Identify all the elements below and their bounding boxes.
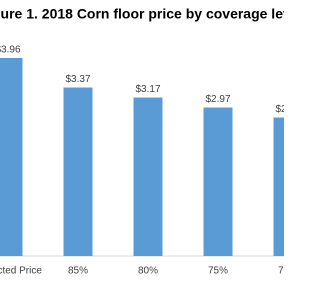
page: Figure 1. 2018 Corn floor price by cover… <box>0 6 284 277</box>
x-tick-label: 70% <box>278 266 284 277</box>
x-tick-label: 80% <box>138 266 158 277</box>
chart: Figure 1. 2018 Corn floor price by cover… <box>0 6 284 277</box>
bar <box>0 58 23 256</box>
x-tick-label: 75% <box>208 266 228 277</box>
bar <box>203 107 233 256</box>
bar <box>273 117 284 256</box>
value-label: $3.96 <box>0 45 21 56</box>
value-label: $3.37 <box>65 74 90 85</box>
value-label: $2.77 <box>275 104 284 115</box>
x-tick-label: Projected Price <box>0 266 42 277</box>
bar <box>133 97 163 256</box>
value-label: $3.17 <box>135 84 160 95</box>
value-label: $2.97 <box>205 94 230 105</box>
x-tick-label: 85% <box>68 266 88 277</box>
bar <box>63 87 93 256</box>
chart-title: Figure 1. 2018 Corn floor price by cover… <box>0 6 284 22</box>
